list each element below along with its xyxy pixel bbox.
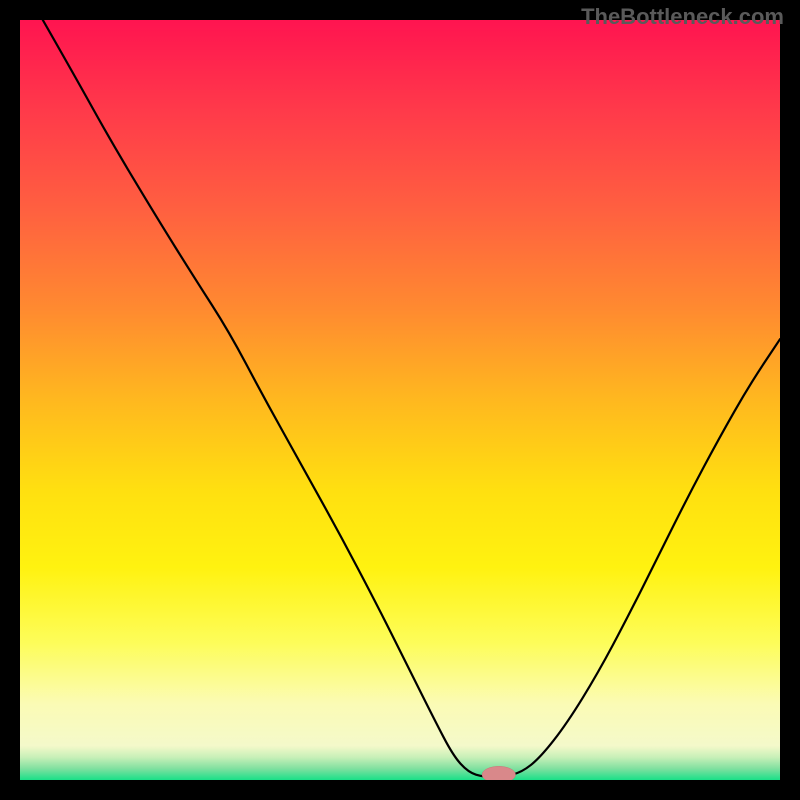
gradient-background	[20, 20, 780, 780]
bottleneck-chart: TheBottleneck.com	[0, 0, 800, 800]
chart-svg	[0, 0, 800, 800]
watermark-text: TheBottleneck.com	[581, 4, 784, 30]
